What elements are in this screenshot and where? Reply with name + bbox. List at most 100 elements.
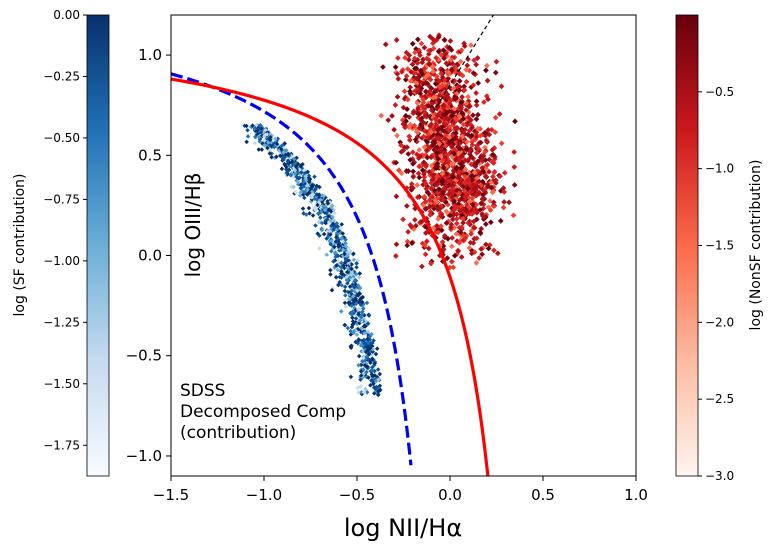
- sf-point: [356, 306, 362, 311]
- nonsf-point: [435, 229, 441, 236]
- colorbar-tick-label: −1.75: [43, 438, 80, 452]
- nonsf-point: [442, 136, 449, 142]
- x-tick-label: −1.5: [153, 486, 189, 504]
- nonsf-point: [419, 71, 426, 77]
- sf-point: [350, 293, 356, 299]
- colorbar-tick-label: −0.5: [705, 85, 734, 99]
- nonsf-point: [456, 157, 462, 164]
- nonsf-point: [427, 123, 433, 129]
- sf-point: [331, 259, 336, 264]
- nonsf-point: [484, 77, 491, 84]
- nonsf-point: [451, 198, 457, 204]
- nonsf-point: [398, 142, 404, 149]
- nonsf-point: [501, 170, 508, 176]
- nonsf-point: [434, 223, 440, 229]
- nonsf-point: [453, 116, 460, 123]
- nonsf-point: [456, 78, 463, 84]
- xlabel: log NII/Hα: [344, 514, 462, 542]
- sf-point: [324, 252, 330, 258]
- sf-point: [289, 160, 294, 165]
- nonsf-point: [498, 83, 505, 90]
- colorbar-tick-label: −2.0: [705, 315, 734, 329]
- nonsf-point: [438, 223, 444, 229]
- sf-point: [354, 265, 359, 270]
- annotation-line-2: Decomposed Comp: [180, 402, 346, 422]
- nonsf-point: [468, 132, 475, 139]
- nonsf-point: [435, 103, 441, 109]
- nonsf-point: [445, 127, 452, 133]
- nonsf-point: [456, 190, 462, 197]
- nonsf-point: [399, 69, 405, 75]
- nonsf-point: [391, 126, 397, 133]
- sf-point: [340, 231, 346, 236]
- sf-point: [366, 351, 372, 357]
- nonsf-point: [471, 162, 478, 169]
- colorbar-tick-label: −1.25: [43, 315, 80, 329]
- nonsf-point: [501, 189, 508, 195]
- sf-point: [373, 351, 379, 357]
- y-tick-label: 0.0: [138, 247, 162, 265]
- nonsf-point: [489, 147, 496, 153]
- sf-point: [365, 364, 370, 369]
- nonsf-point: [511, 182, 518, 188]
- nonsf-point: [407, 157, 414, 163]
- ylabel: log OIII/Hβ: [181, 173, 205, 278]
- nonsf-point: [404, 66, 411, 72]
- nonsf-point: [414, 128, 420, 135]
- nonsf-point: [422, 180, 429, 187]
- nonsf-point: [469, 195, 476, 202]
- nonsf-point: [491, 169, 498, 175]
- sf-point: [328, 241, 333, 247]
- nonsf-point: [393, 159, 399, 166]
- nonsf-point: [500, 204, 507, 211]
- sf-point: [358, 326, 364, 331]
- x-tick-label: 1.0: [624, 486, 648, 504]
- sf-point: [372, 361, 377, 366]
- sf-point: [337, 279, 343, 285]
- nonsf-point: [471, 224, 477, 231]
- sf-point: [256, 134, 262, 140]
- nonsf-point: [424, 238, 430, 245]
- nonsf-point: [448, 178, 454, 185]
- nonsf-point: [410, 108, 417, 115]
- x-tick-label: 0.5: [531, 486, 555, 504]
- sf-point: [365, 329, 371, 335]
- nonsf-point: [420, 96, 426, 103]
- nonsf-point: [407, 137, 413, 143]
- nonsf-point: [492, 114, 499, 121]
- nonsf-point: [471, 169, 478, 176]
- nonsf-point: [403, 168, 410, 174]
- nonsf-point: [477, 170, 484, 177]
- sf-point: [364, 369, 369, 375]
- sf-point: [270, 138, 276, 143]
- x-tick-label: −0.5: [339, 486, 375, 504]
- sf-point: [342, 322, 347, 328]
- sf-point: [353, 301, 359, 306]
- nonsf-point: [456, 169, 463, 176]
- nonsf-point: [436, 97, 442, 104]
- nonsf-point: [422, 88, 429, 95]
- nonsf-point: [460, 121, 467, 128]
- nonsf-point: [427, 203, 433, 210]
- sf-point: [369, 331, 374, 337]
- nonsf-point: [395, 75, 402, 82]
- nonsf-point: [469, 141, 476, 148]
- nonsf-point: [426, 169, 432, 175]
- nonsf-point: [435, 135, 442, 142]
- sf-point: [342, 251, 347, 257]
- nonsf-point: [475, 145, 482, 152]
- nonsf-point: [455, 174, 461, 181]
- nonsf-point: [430, 139, 437, 146]
- sf-point: [329, 238, 334, 244]
- nonsf-point: [392, 64, 399, 70]
- nonsf-point: [441, 149, 448, 155]
- nonsf-point: [488, 219, 494, 226]
- sf-point: [351, 251, 356, 257]
- sf-point: [263, 132, 268, 137]
- nonsf-point: [438, 70, 445, 77]
- nonsf-colorbar: −0.5 −1.0 −1.5 −2.0 −2.5 −3.0 log (NonSF cont…: [675, 14, 764, 483]
- nonsf-point: [473, 260, 480, 266]
- nonsf-point: [440, 246, 447, 253]
- nonsf-point: [470, 240, 477, 246]
- nonsf-point: [404, 242, 411, 249]
